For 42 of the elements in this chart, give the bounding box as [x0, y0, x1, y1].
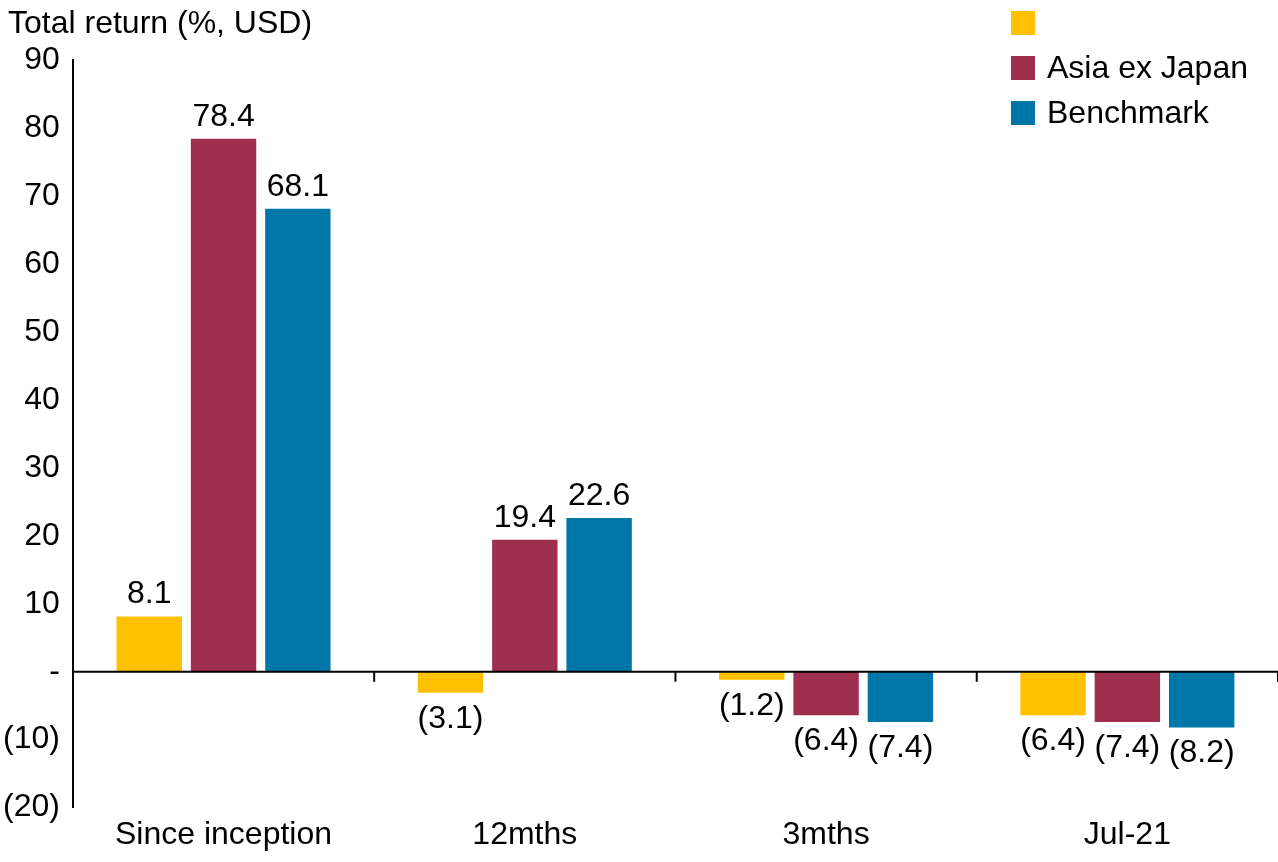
data-label: 68.1 [266, 166, 329, 203]
data-label: (1.2) [718, 685, 785, 722]
y-tick-label: 10 [24, 583, 60, 620]
bar [1020, 671, 1086, 716]
data-label: 22.6 [567, 475, 631, 512]
x-tick-label: 12mths [472, 814, 578, 851]
y-axis-title: Total return (%, USD) [8, 3, 313, 40]
data-label: (7.4) [867, 727, 934, 764]
y-tick-label: - [49, 651, 60, 688]
data-label: (8.2) [1168, 733, 1235, 770]
bar [417, 671, 484, 693]
bar [1094, 671, 1161, 722]
data-label: (6.4) [1020, 721, 1086, 757]
legend-label: Benchmark [1046, 94, 1209, 131]
data-label: (3.1) [417, 698, 484, 735]
y-tick-label: 90 [24, 39, 60, 76]
y-tick-label: 80 [24, 107, 60, 144]
bar [793, 671, 859, 716]
bar [867, 671, 934, 722]
bar [265, 208, 331, 672]
data-label: (7.4) [1094, 727, 1161, 764]
y-tick-label: (10) [3, 719, 60, 756]
bar [190, 138, 257, 672]
y-tick-label: 60 [24, 243, 60, 280]
data-label: 19.4 [493, 497, 556, 534]
bar [492, 539, 558, 672]
y-tick-label: 20 [24, 515, 60, 552]
bar [1168, 671, 1235, 728]
bar [116, 616, 182, 672]
y-tick-label: 70 [24, 175, 60, 212]
data-label: 78.4 [192, 96, 255, 133]
bar [566, 518, 632, 672]
x-tick-label: Since inception [115, 814, 333, 851]
legend-label: Asia ex Japan [1046, 49, 1248, 86]
data-label: 8.1 [126, 574, 172, 611]
x-tick-label: Jul-21 [1083, 814, 1171, 851]
y-tick-label: 30 [24, 447, 60, 484]
y-tick-label: (20) [3, 787, 60, 824]
data-label: (6.4) [793, 721, 859, 757]
y-tick-label: 50 [24, 311, 60, 348]
y-tick-label: 40 [24, 379, 60, 416]
x-tick-label: 3mths [782, 814, 870, 851]
